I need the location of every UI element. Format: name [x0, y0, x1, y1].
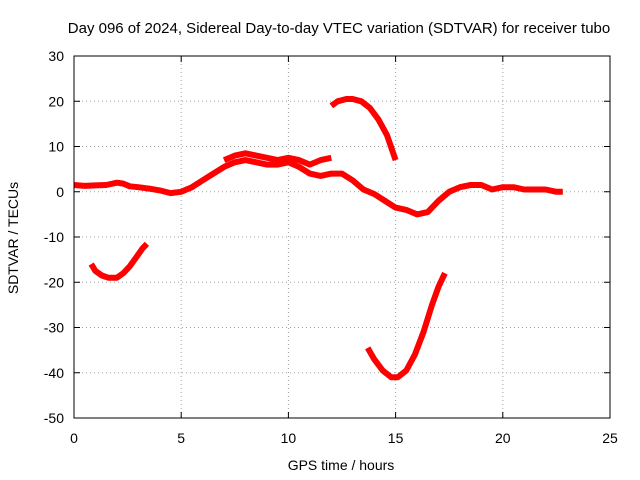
x-axis-label: GPS time / hours — [288, 457, 395, 473]
x-tick-label-0: 0 — [70, 430, 78, 446]
y-tick-label-2: -30 — [44, 320, 64, 336]
x-tick-label-5: 25 — [602, 430, 618, 446]
y-tick-label-6: 10 — [48, 139, 64, 155]
y-tick-label-1: -40 — [44, 365, 64, 381]
series-arc-1-upper — [222, 150, 332, 168]
x-tick-label-2: 10 — [281, 430, 297, 446]
x-tick-label-4: 20 — [495, 430, 511, 446]
y-tick-label-8: 30 — [48, 48, 64, 64]
data-series — [73, 96, 563, 381]
x-tick-label-1: 5 — [177, 430, 185, 446]
y-tick-label-4: -10 — [44, 229, 64, 245]
series-arc-3 — [329, 96, 399, 162]
y-tick-label-3: -20 — [44, 274, 64, 290]
series-arc-1 — [73, 157, 563, 218]
x-tick-label-3: 15 — [388, 430, 404, 446]
series-arc-2 — [88, 241, 150, 281]
y-tick-label-7: 20 — [48, 93, 64, 109]
axis-ticks: 0 5 10 15 20 25 -50 -40 -30 -20 -10 0 10 20 30 — [44, 48, 618, 446]
y-tick-label-0: -50 — [44, 410, 64, 426]
y-axis-label: SDTVAR / TECUs — [5, 182, 21, 294]
chart-title: Day 096 of 2024, Sidereal Day-to-day VTE… — [68, 20, 610, 37]
y-tick-label-5: 0 — [56, 184, 64, 200]
series-arc-4 — [365, 271, 448, 381]
